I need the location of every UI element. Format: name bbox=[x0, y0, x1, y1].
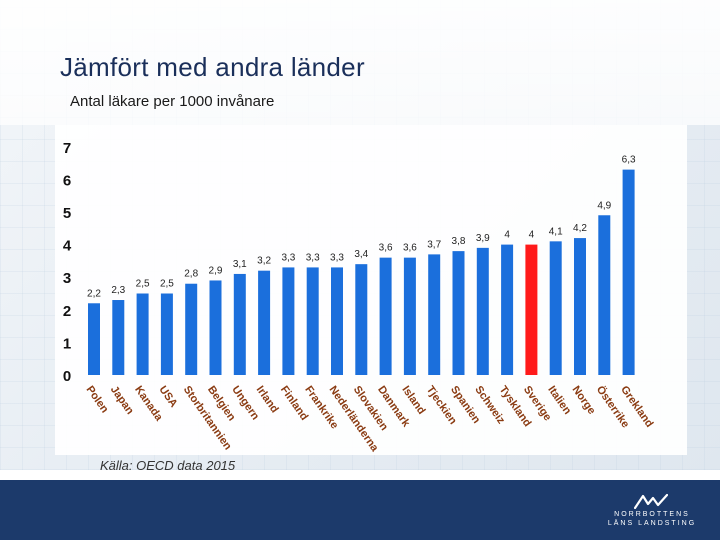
bar bbox=[598, 215, 611, 375]
data-label: 2,9 bbox=[209, 265, 223, 276]
bar bbox=[452, 251, 465, 375]
value-labels: 2,2 2,3 2,5 2,5 2,8 2,9 3,1 3,2 3,3 3,3 3,3 3,4 3,6 3… bbox=[87, 155, 636, 300]
y-tick-label: 1 bbox=[63, 335, 71, 352]
bar-highlight bbox=[525, 244, 538, 375]
bar bbox=[112, 300, 125, 375]
bar bbox=[549, 241, 562, 375]
organization-logo: NORRBOTTENS LÄNS LANDSTING bbox=[606, 493, 698, 533]
y-tick-label: 6 bbox=[63, 172, 71, 189]
data-label: 4,9 bbox=[597, 200, 611, 211]
bar bbox=[574, 238, 586, 375]
x-tick-label: Polen bbox=[84, 384, 111, 416]
x-tick-label: USA bbox=[156, 384, 179, 410]
y-tick-label: 3 bbox=[63, 270, 71, 287]
data-label: 3,3 bbox=[330, 252, 344, 263]
y-tick-label: 4 bbox=[63, 238, 72, 255]
bar bbox=[331, 267, 343, 375]
bar bbox=[160, 293, 173, 375]
data-label: 6,3 bbox=[622, 155, 636, 166]
data-label: 3,3 bbox=[306, 252, 320, 263]
data-label: 3,7 bbox=[427, 239, 441, 250]
slide-title: Jämfört med andra länder bbox=[60, 52, 365, 82]
y-tick-label: 5 bbox=[63, 205, 71, 222]
bar bbox=[428, 254, 441, 375]
data-label: 3,1 bbox=[233, 259, 247, 270]
data-label: 3,8 bbox=[452, 236, 466, 247]
data-label: 2,5 bbox=[136, 279, 150, 290]
footer-bar bbox=[0, 480, 720, 540]
bar bbox=[379, 257, 392, 375]
bar bbox=[282, 267, 295, 375]
x-tick-label: Japan bbox=[108, 384, 136, 417]
y-tick-label: 2 bbox=[63, 303, 71, 320]
data-label: 3,6 bbox=[403, 243, 417, 254]
data-label: 2,8 bbox=[184, 269, 198, 280]
header-area bbox=[0, 0, 720, 125]
data-label: 2,3 bbox=[111, 285, 125, 296]
data-label: 4,1 bbox=[549, 226, 563, 237]
data-label: 2,5 bbox=[160, 279, 174, 290]
bar bbox=[233, 273, 246, 375]
data-label: 3,6 bbox=[379, 243, 393, 254]
bars bbox=[88, 169, 635, 375]
data-label: 4,2 bbox=[573, 223, 587, 234]
data-label: 3,3 bbox=[281, 252, 295, 263]
bar bbox=[209, 280, 222, 375]
logo-text-line1: NORRBOTTENS bbox=[614, 511, 690, 518]
y-tick-label: 0 bbox=[63, 368, 71, 385]
bar bbox=[185, 283, 198, 375]
logo-text-line2: LÄNS LANDSTING bbox=[607, 520, 697, 527]
bar bbox=[403, 257, 416, 375]
bar bbox=[258, 270, 271, 375]
data-label: 3,2 bbox=[257, 256, 271, 267]
chart-subtitle: Antal läkare per 1000 invånare bbox=[70, 93, 275, 110]
y-axis: 0 1 2 3 4 5 6 7 bbox=[63, 140, 72, 385]
data-label: 3,9 bbox=[476, 233, 490, 244]
bar bbox=[136, 293, 149, 375]
bar-chart: 0 1 2 3 4 5 6 7 2,2 2,3 2,5 2,5 2,8 2,9 3,1 3,2 3,3 3,3 3… bbox=[63, 140, 656, 455]
data-label: 3,4 bbox=[354, 249, 368, 260]
bar bbox=[88, 303, 100, 375]
bar bbox=[622, 169, 635, 375]
bar bbox=[306, 267, 319, 375]
logo-icon bbox=[634, 493, 668, 509]
bar bbox=[476, 247, 489, 375]
bar bbox=[355, 264, 368, 375]
x-tick-label: Norge bbox=[570, 384, 598, 417]
source-note: Källa: OECD data 2015 bbox=[100, 458, 236, 473]
data-label: 4 bbox=[529, 230, 535, 241]
data-label: 2,2 bbox=[87, 288, 101, 299]
data-label: 4 bbox=[504, 230, 510, 241]
bar bbox=[501, 244, 514, 375]
y-tick-label: 7 bbox=[63, 140, 71, 157]
